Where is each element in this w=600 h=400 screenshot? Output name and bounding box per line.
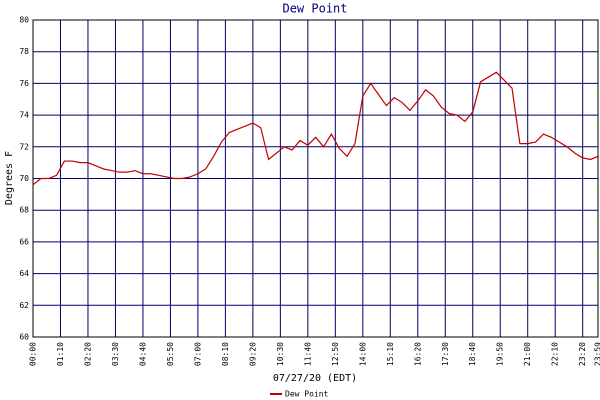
x-tick-label: 04:40 bbox=[138, 342, 147, 366]
y-tick-label: 62 bbox=[19, 301, 29, 310]
y-tick-label: 78 bbox=[19, 47, 29, 56]
y-axis-label: Degrees F bbox=[4, 151, 15, 205]
x-tick-label: 02:20 bbox=[83, 342, 92, 366]
x-tick-label: 11:40 bbox=[303, 342, 312, 366]
y-tick-label: 72 bbox=[19, 142, 29, 151]
data-line bbox=[32, 71, 599, 186]
y-tick-label: 76 bbox=[19, 79, 29, 88]
x-tick-label: 01:10 bbox=[56, 342, 65, 366]
x-tick-label: 15:10 bbox=[386, 342, 395, 366]
x-tick-label: 18:40 bbox=[468, 342, 477, 366]
y-tick-label: 60 bbox=[19, 333, 29, 342]
legend-label: Dew Point bbox=[285, 390, 329, 399]
x-tick-label: 05:50 bbox=[166, 342, 175, 366]
x-tick-label: 10:30 bbox=[276, 342, 285, 366]
x-tick-label: 23:59 bbox=[594, 342, 600, 366]
x-tick-label: 08:10 bbox=[221, 342, 230, 366]
plot-border bbox=[32, 19, 599, 338]
x-tick-label: 09:20 bbox=[248, 342, 257, 366]
x-tick-label: 22:10 bbox=[551, 342, 560, 366]
chart-title: Dew Point bbox=[282, 2, 347, 16]
x-tick-label: 03:30 bbox=[111, 342, 120, 366]
x-tick-label: 23:20 bbox=[578, 342, 587, 366]
y-tick-label: 80 bbox=[19, 16, 29, 25]
y-tick-label: 74 bbox=[19, 111, 29, 120]
x-tick-label: 14:00 bbox=[358, 342, 367, 366]
x-tick-label: 00:00 bbox=[29, 342, 38, 366]
x-axis-label: 07/27/20 (EDT) bbox=[273, 373, 357, 384]
x-tick-label: 21:00 bbox=[523, 342, 532, 366]
y-tick-label: 66 bbox=[19, 237, 29, 246]
x-tick-label: 17:30 bbox=[441, 342, 450, 366]
x-tick-label: 07:00 bbox=[193, 342, 202, 366]
y-tick-label: 70 bbox=[19, 174, 29, 183]
x-tick-label: 19:50 bbox=[496, 342, 505, 366]
y-tick-label: 68 bbox=[19, 206, 29, 215]
x-tick-label: 12:50 bbox=[331, 342, 340, 366]
x-tick-label: 16:20 bbox=[413, 342, 422, 366]
y-tick-label: 64 bbox=[19, 269, 29, 278]
